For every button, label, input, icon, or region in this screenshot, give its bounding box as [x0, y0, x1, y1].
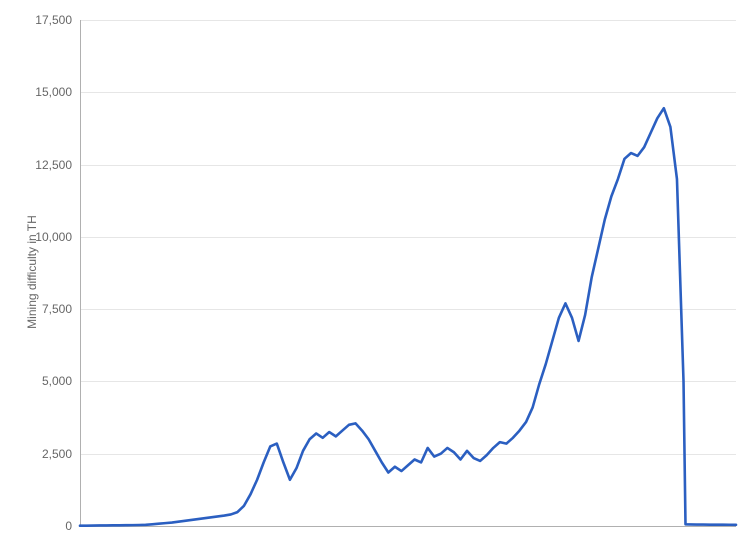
series-line	[80, 108, 736, 526]
chart-container: Mining difficulty in TH 02,5005,0007,500…	[0, 0, 754, 560]
chart-svg	[0, 0, 754, 560]
